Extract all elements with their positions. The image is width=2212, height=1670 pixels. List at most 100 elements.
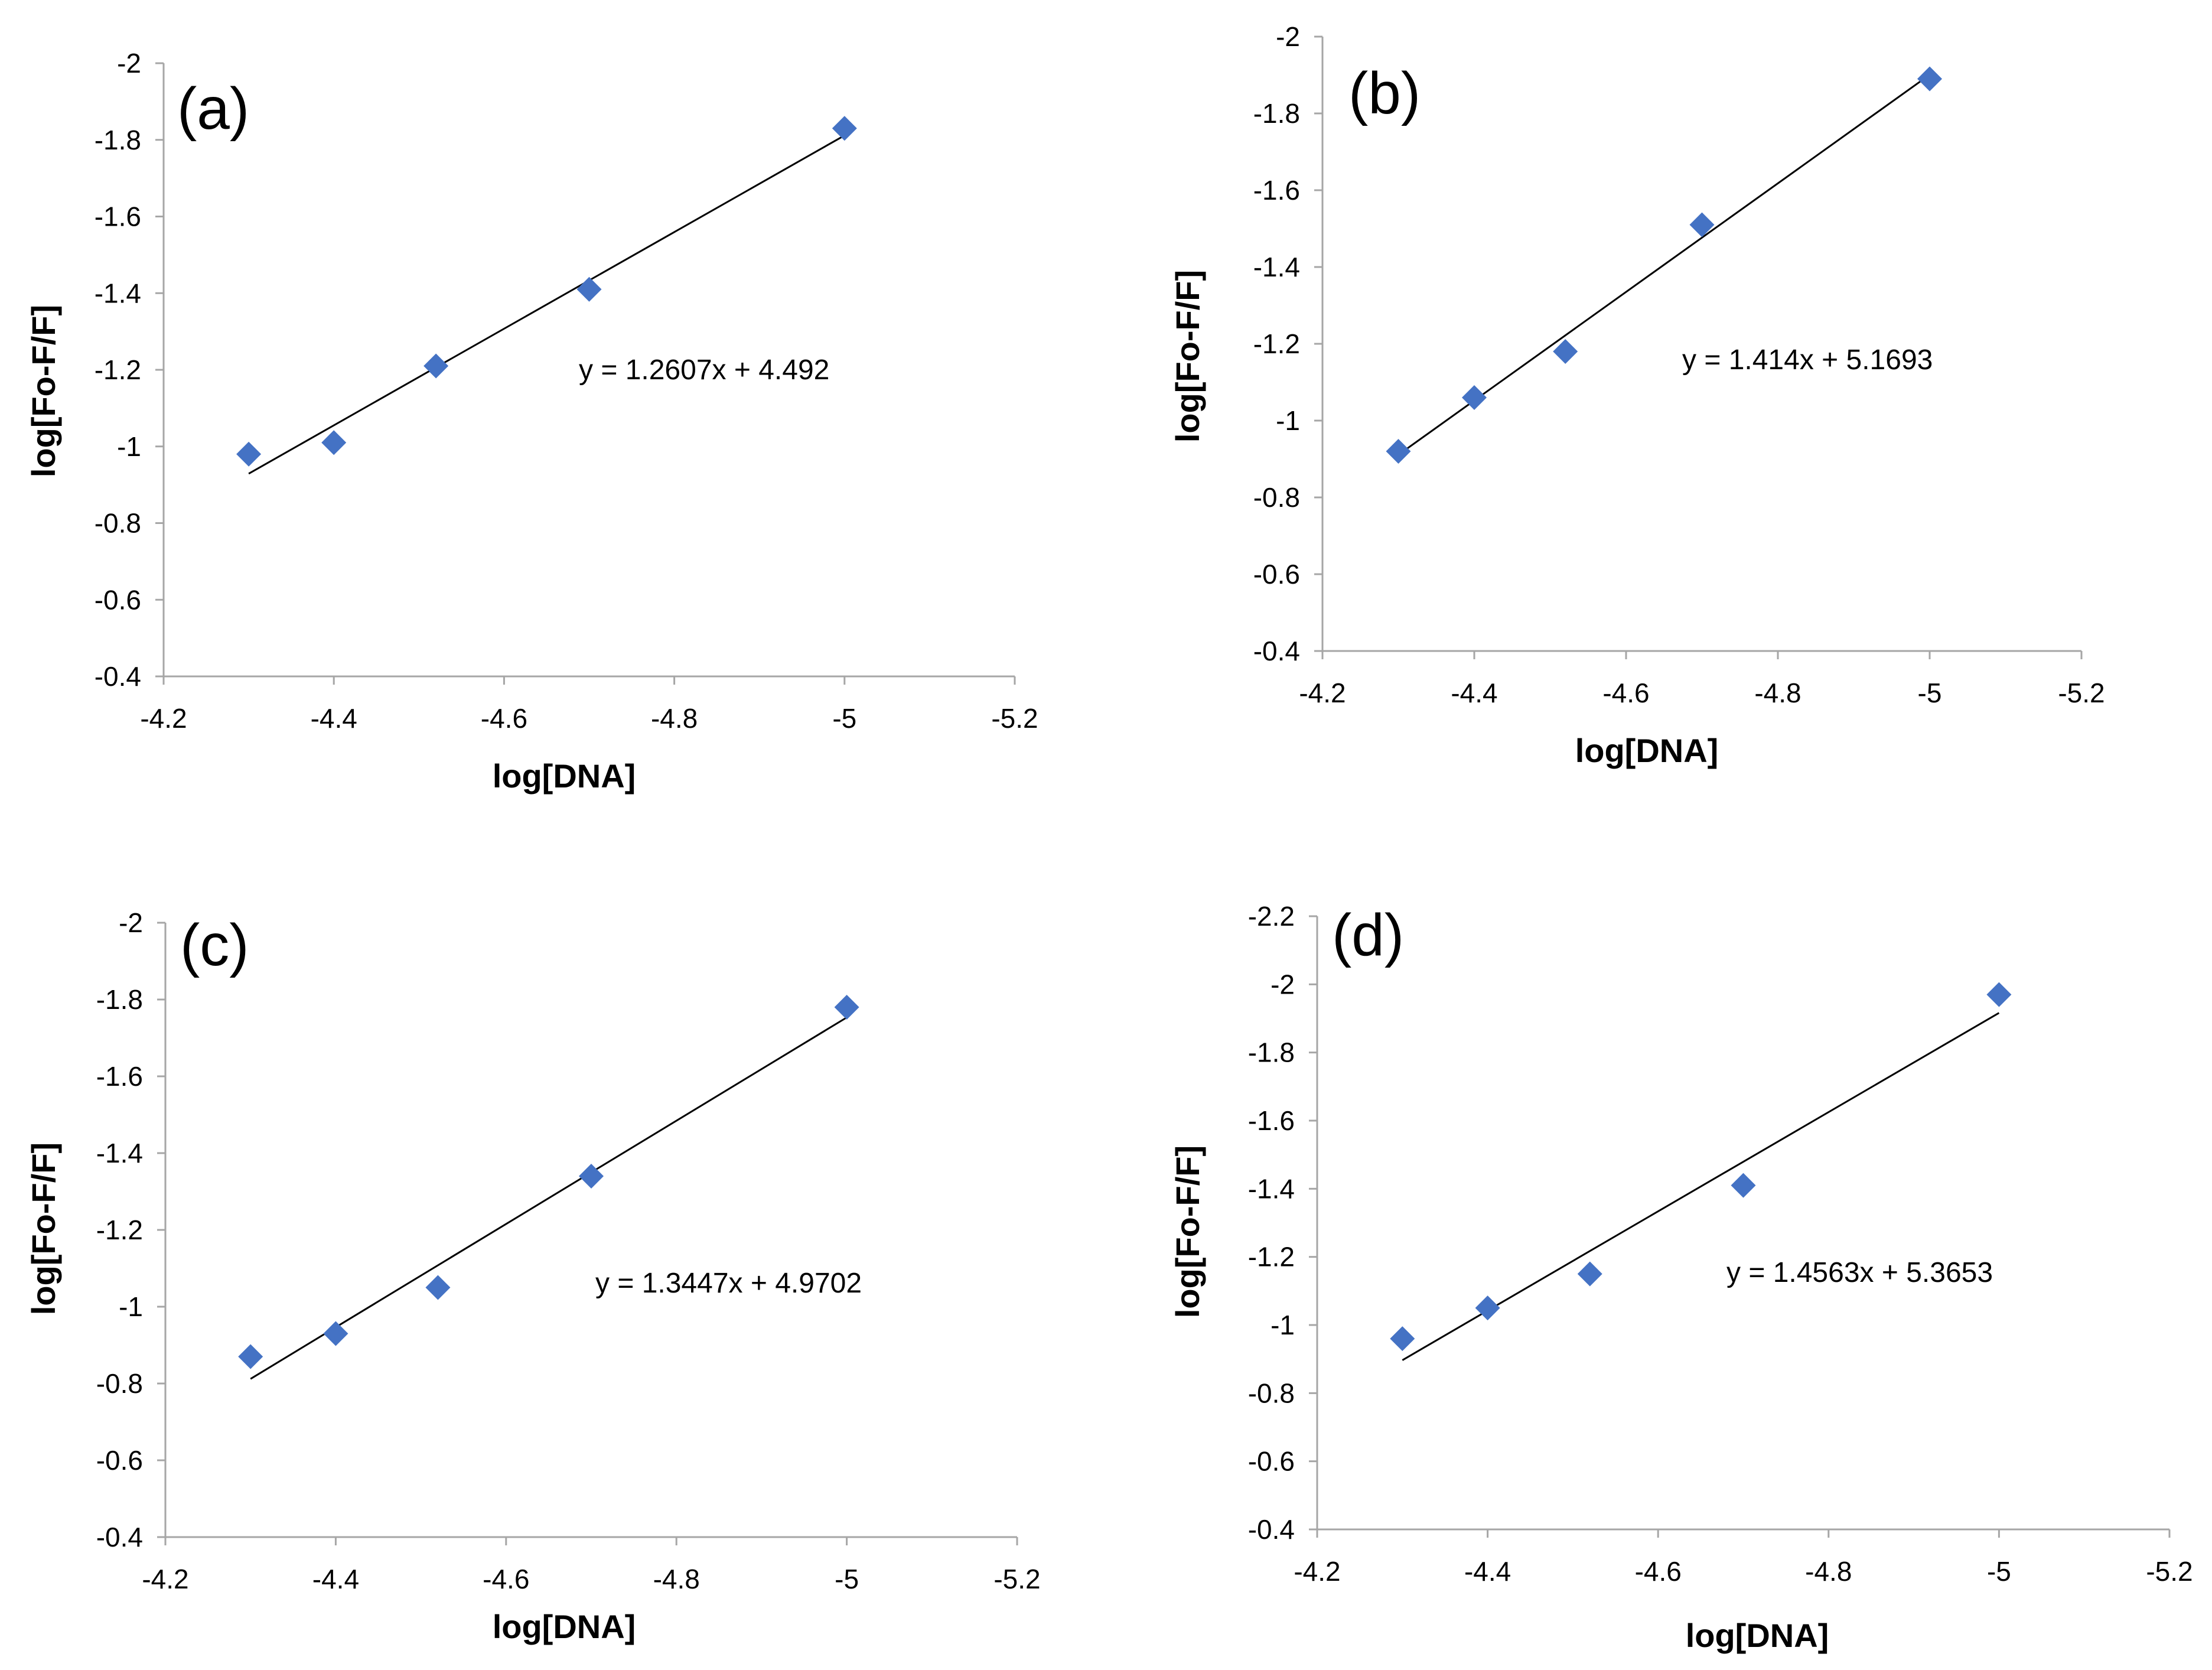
trend-line <box>1397 74 1930 456</box>
data-point <box>321 430 347 455</box>
data-point <box>1475 1295 1500 1321</box>
data-point <box>238 1344 263 1369</box>
x-axis-title: log[DNA] <box>493 757 636 795</box>
y-tick-label: -1.8 <box>1248 1037 1295 1068</box>
x-tick-label: -4.6 <box>1635 1556 1682 1587</box>
y-tick-label: -1 <box>1276 405 1300 436</box>
x-tick-label: -4.2 <box>1294 1556 1340 1587</box>
y-tick-label: -0.6 <box>1253 559 1300 590</box>
panel-label: (b) <box>1348 60 1421 126</box>
y-tick-label: -1.8 <box>96 984 143 1015</box>
data-point <box>1462 385 1487 410</box>
panel-label: (c) <box>180 912 249 978</box>
x-tick-label: -5.2 <box>2146 1556 2193 1587</box>
y-tick-label: -0.6 <box>1248 1446 1295 1477</box>
y-tick-label: -1 <box>1270 1310 1295 1340</box>
data-point <box>834 995 859 1020</box>
y-tick-label: -0.8 <box>1253 482 1300 513</box>
y-tick-label: -1 <box>119 1291 143 1322</box>
y-axis-title: log[Fo-F/F] <box>1169 270 1206 442</box>
y-tick-label: -2 <box>1276 21 1300 52</box>
y-axis-title: log[Fo-F/F] <box>1169 1145 1206 1318</box>
x-axis-title: log[DNA] <box>493 1608 636 1645</box>
y-tick-label: -1.2 <box>96 1215 143 1245</box>
y-tick-label: -0.6 <box>95 584 141 615</box>
y-axis-title: log[Fo-F/F] <box>25 305 62 477</box>
y-tick-label: -1.6 <box>1253 175 1300 206</box>
y-tick-label: -0.4 <box>96 1522 143 1552</box>
x-tick-label: -4.4 <box>1464 1556 1511 1587</box>
data-point <box>1577 1261 1602 1287</box>
x-tick-label: -4.8 <box>653 1564 700 1594</box>
data-point <box>1731 1173 1756 1198</box>
y-tick-label: -1 <box>117 431 141 462</box>
data-point <box>579 1164 604 1189</box>
y-axis-title: log[Fo-F/F] <box>25 1142 62 1315</box>
y-tick-label: -0.4 <box>95 661 141 692</box>
y-tick-label: -1.8 <box>95 125 141 155</box>
x-tick-label: -4.4 <box>1451 678 1497 708</box>
y-tick-label: -0.8 <box>96 1368 143 1399</box>
y-tick-label: -0.4 <box>1253 636 1300 666</box>
y-tick-label: -0.8 <box>95 508 141 539</box>
panel-label: (d) <box>1332 902 1404 968</box>
x-tick-label: -5.2 <box>2058 678 2105 708</box>
x-tick-label: -5.2 <box>991 703 1038 734</box>
data-point <box>1553 339 1578 364</box>
x-tick-label: -5 <box>1918 678 1942 708</box>
y-tick-label: -1.4 <box>96 1138 143 1168</box>
y-tick-label: -2 <box>1270 969 1295 1000</box>
chart-panel-b: -0.4 -0.6 -0.8 -1 -1.2 -1.4 -1.6 -1.8 -2 -4.2 -4.4… <box>1169 21 2105 769</box>
chart-panel-d: -0.4 -0.6 -0.8 -1 -1.2 -1.4 -1.6 -1.8 -2 -2.2 -4.2… <box>1169 901 2193 1654</box>
x-tick-label: -4.2 <box>142 1564 188 1594</box>
data-point <box>1689 212 1715 237</box>
x-axis-title: log[DNA] <box>1686 1617 1829 1654</box>
x-tick-label: -4.6 <box>481 703 527 734</box>
data-point <box>1390 1326 1415 1352</box>
y-tick-label: -1.2 <box>1248 1242 1295 1272</box>
x-tick-label: -4.8 <box>651 703 698 734</box>
y-tick-label: -2 <box>119 907 143 938</box>
x-tick-label: -5.2 <box>993 1564 1040 1594</box>
y-tick-label: -2.2 <box>1248 901 1295 932</box>
data-point <box>1917 66 1942 92</box>
x-tick-label: -4.4 <box>312 1564 359 1594</box>
data-point <box>576 276 602 302</box>
data-point <box>1986 982 2012 1007</box>
x-tick-label: -4.6 <box>1602 678 1649 708</box>
data-point <box>423 353 449 379</box>
y-tick-label: -1.8 <box>1253 98 1300 129</box>
y-tick-label: -1.6 <box>95 201 141 232</box>
x-tick-label: -4.6 <box>483 1564 529 1594</box>
trendline-equation: y = 1.414x + 5.1693 <box>1682 344 1933 376</box>
chart-panel-c: -0.4 -0.6 -0.8 -1 -1.2 -1.4 -1.6 -1.8 -2 -4.2 -4.4… <box>25 907 1041 1645</box>
y-tick-label: -1.4 <box>95 278 141 308</box>
y-tick-label: -1.6 <box>96 1061 143 1092</box>
chart-panel-a: -0.4 -0.6 -0.8 -1 -1.2 -1.4 -1.6 -1.8 -2 -4.2 -4.4… <box>25 48 1038 795</box>
trend-line <box>248 134 845 475</box>
x-tick-label: -5 <box>1987 1556 2011 1587</box>
x-tick-label: -4.8 <box>1805 1556 1852 1587</box>
x-tick-label: -4.2 <box>1299 678 1346 708</box>
data-point <box>832 116 857 141</box>
trend-line <box>1402 1012 2000 1361</box>
y-tick-label: -1.4 <box>1248 1173 1295 1204</box>
data-point <box>236 441 262 467</box>
y-tick-label: -1.6 <box>1248 1105 1295 1136</box>
y-tick-label: -0.4 <box>1248 1514 1295 1545</box>
data-point <box>1386 439 1411 464</box>
x-tick-label: -4.4 <box>311 703 357 734</box>
x-tick-label: -4.2 <box>140 703 187 734</box>
panel-label: (a) <box>177 76 249 142</box>
y-tick-label: -1.4 <box>1253 252 1300 282</box>
x-tick-label: -4.8 <box>1754 678 1801 708</box>
y-tick-label: -0.8 <box>1248 1378 1295 1408</box>
data-point <box>425 1275 451 1300</box>
y-tick-label: -1.2 <box>95 354 141 385</box>
trendline-equation: y = 1.3447x + 4.9702 <box>595 1268 862 1299</box>
trendline-equation: y = 1.2607x + 4.492 <box>579 354 829 386</box>
trendline-equation: y = 1.4563x + 5.3653 <box>1726 1257 1993 1288</box>
x-axis-title: log[DNA] <box>1575 732 1719 769</box>
x-tick-label: -5 <box>835 1564 859 1594</box>
